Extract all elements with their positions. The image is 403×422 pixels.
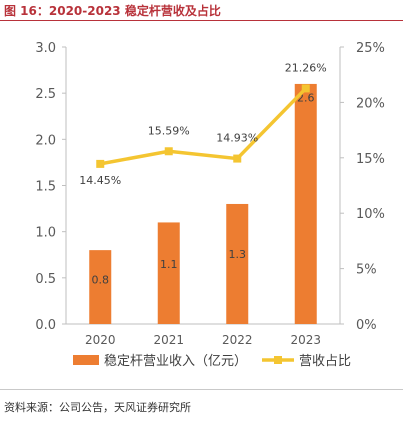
line-marker-2022 xyxy=(233,154,242,163)
y-left-tick-label: 1.0 xyxy=(35,226,56,241)
bar-2020 xyxy=(89,250,112,324)
x-tick-label: 2022 xyxy=(222,333,253,347)
x-tick-label: 2021 xyxy=(153,333,184,347)
y-left-tick-label: 0.0 xyxy=(35,318,56,333)
y-right-tick-label: 25% xyxy=(356,41,385,56)
bar-value-label: 0.8 xyxy=(92,273,110,286)
bar-value-label: 1.3 xyxy=(229,248,247,261)
y-right-tick-label: 10% xyxy=(356,207,385,222)
line-value-label: 14.93% xyxy=(216,132,258,145)
legend-label-ratio: 营收占比 xyxy=(299,354,351,369)
line-marker-2023 xyxy=(301,84,310,93)
y-right-tick-label: 5% xyxy=(356,263,377,278)
legend-swatch-marker xyxy=(274,356,282,364)
legend-swatch-bar xyxy=(73,355,99,365)
x-tick-label: 2020 xyxy=(85,333,116,347)
legend-label-revenue: 稳定杆营业收入（亿元） xyxy=(104,353,247,369)
bar-value-label: 1.1 xyxy=(160,258,178,271)
y-right-tick-label: 15% xyxy=(356,152,385,167)
figure-title: 图 16：2020-2023 稳定杆营收及占比 xyxy=(4,4,221,18)
y-left-tick-label: 1.5 xyxy=(35,180,56,195)
line-marker-2021 xyxy=(164,147,173,156)
source-note: 资料来源：公司公告，天风证券研究所 xyxy=(4,401,191,414)
line-value-label: 15.59% xyxy=(148,124,190,137)
y-left-tick-label: 2.0 xyxy=(35,133,56,148)
y-right-tick-label: 20% xyxy=(356,96,385,111)
line-value-label: 14.45% xyxy=(79,174,121,187)
bar-2022 xyxy=(226,203,249,324)
revenue-chart: 0.0 0.5 1.0 1.5 2.0 2.5 3.0 0% 5% 10% 15% 20% 25% 202… xyxy=(35,41,385,369)
y-left-tick-label: 0.5 xyxy=(35,272,56,287)
source-divider xyxy=(0,389,403,390)
line-marker-2020 xyxy=(96,159,105,168)
line-value-label: 21.26% xyxy=(285,61,327,74)
title-underline xyxy=(0,20,403,21)
y-left-tick-label: 2.5 xyxy=(35,87,56,102)
bar-2021 xyxy=(157,222,180,324)
bar-2023 xyxy=(294,83,317,324)
y-right-tick-label: 0% xyxy=(356,318,377,333)
y-left-tick-label: 3.0 xyxy=(35,41,56,56)
line-series-ratio xyxy=(99,87,308,166)
x-tick-label: 2023 xyxy=(290,333,321,347)
